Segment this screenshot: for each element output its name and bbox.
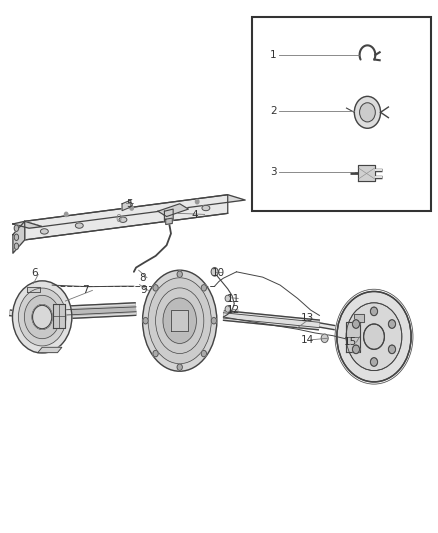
Text: 15: 15 <box>343 337 357 347</box>
Polygon shape <box>354 314 364 322</box>
Polygon shape <box>13 221 42 228</box>
Polygon shape <box>25 195 245 227</box>
Circle shape <box>225 295 230 302</box>
Text: 6: 6 <box>32 269 38 278</box>
Ellipse shape <box>163 298 196 343</box>
Circle shape <box>18 288 66 346</box>
Circle shape <box>143 318 148 324</box>
Text: 13: 13 <box>300 313 314 323</box>
Ellipse shape <box>40 229 48 234</box>
Text: 12: 12 <box>227 305 240 315</box>
Circle shape <box>360 103 375 122</box>
Circle shape <box>353 345 360 353</box>
Circle shape <box>225 306 230 312</box>
Circle shape <box>354 96 381 128</box>
Circle shape <box>337 292 411 382</box>
Circle shape <box>389 345 396 353</box>
Circle shape <box>371 307 378 316</box>
Circle shape <box>201 285 206 291</box>
Circle shape <box>195 199 199 204</box>
Circle shape <box>371 307 378 316</box>
Polygon shape <box>346 322 360 352</box>
Bar <box>252 17 431 211</box>
Circle shape <box>64 212 68 216</box>
Text: 8: 8 <box>139 273 146 283</box>
Polygon shape <box>27 287 40 292</box>
Circle shape <box>153 285 158 291</box>
Circle shape <box>321 334 328 343</box>
Ellipse shape <box>335 289 413 384</box>
Circle shape <box>364 324 385 349</box>
Text: 5: 5 <box>126 199 133 209</box>
Circle shape <box>337 292 411 382</box>
Circle shape <box>346 303 402 370</box>
Polygon shape <box>358 165 375 181</box>
Text: 1: 1 <box>270 50 277 60</box>
Text: 2: 2 <box>270 106 277 116</box>
Polygon shape <box>13 221 25 253</box>
Ellipse shape <box>75 223 83 228</box>
Circle shape <box>32 304 53 329</box>
Circle shape <box>130 206 134 210</box>
Text: 10: 10 <box>212 268 225 278</box>
Text: 11: 11 <box>227 294 240 304</box>
Circle shape <box>346 303 402 370</box>
Circle shape <box>12 281 72 353</box>
Text: 9: 9 <box>141 286 147 295</box>
Circle shape <box>389 320 396 328</box>
Text: 14: 14 <box>300 335 314 345</box>
Circle shape <box>211 318 216 324</box>
Ellipse shape <box>202 205 210 211</box>
Circle shape <box>177 364 182 370</box>
Circle shape <box>153 350 158 357</box>
Polygon shape <box>166 218 172 224</box>
Circle shape <box>353 320 360 328</box>
Circle shape <box>353 345 360 353</box>
Polygon shape <box>53 304 65 328</box>
Circle shape <box>25 295 60 338</box>
Polygon shape <box>158 204 188 216</box>
Circle shape <box>32 305 52 329</box>
Text: 7: 7 <box>82 286 89 295</box>
Ellipse shape <box>14 225 18 231</box>
Text: 4: 4 <box>192 211 198 221</box>
Circle shape <box>389 345 396 353</box>
Ellipse shape <box>148 278 211 364</box>
Circle shape <box>371 358 378 366</box>
Circle shape <box>201 350 206 357</box>
Polygon shape <box>25 195 228 240</box>
Circle shape <box>364 324 385 349</box>
Circle shape <box>211 268 218 276</box>
Circle shape <box>371 358 378 366</box>
Ellipse shape <box>162 211 170 216</box>
Polygon shape <box>122 200 131 211</box>
Circle shape <box>177 271 182 278</box>
Polygon shape <box>38 348 62 353</box>
Text: 0: 0 <box>116 214 122 224</box>
Circle shape <box>389 320 396 328</box>
Text: 3: 3 <box>270 167 277 177</box>
Polygon shape <box>164 209 173 222</box>
Ellipse shape <box>155 288 204 353</box>
Ellipse shape <box>143 270 217 371</box>
Polygon shape <box>171 310 188 332</box>
Ellipse shape <box>14 234 18 240</box>
Ellipse shape <box>119 217 127 222</box>
Ellipse shape <box>14 243 18 249</box>
Circle shape <box>353 320 360 328</box>
